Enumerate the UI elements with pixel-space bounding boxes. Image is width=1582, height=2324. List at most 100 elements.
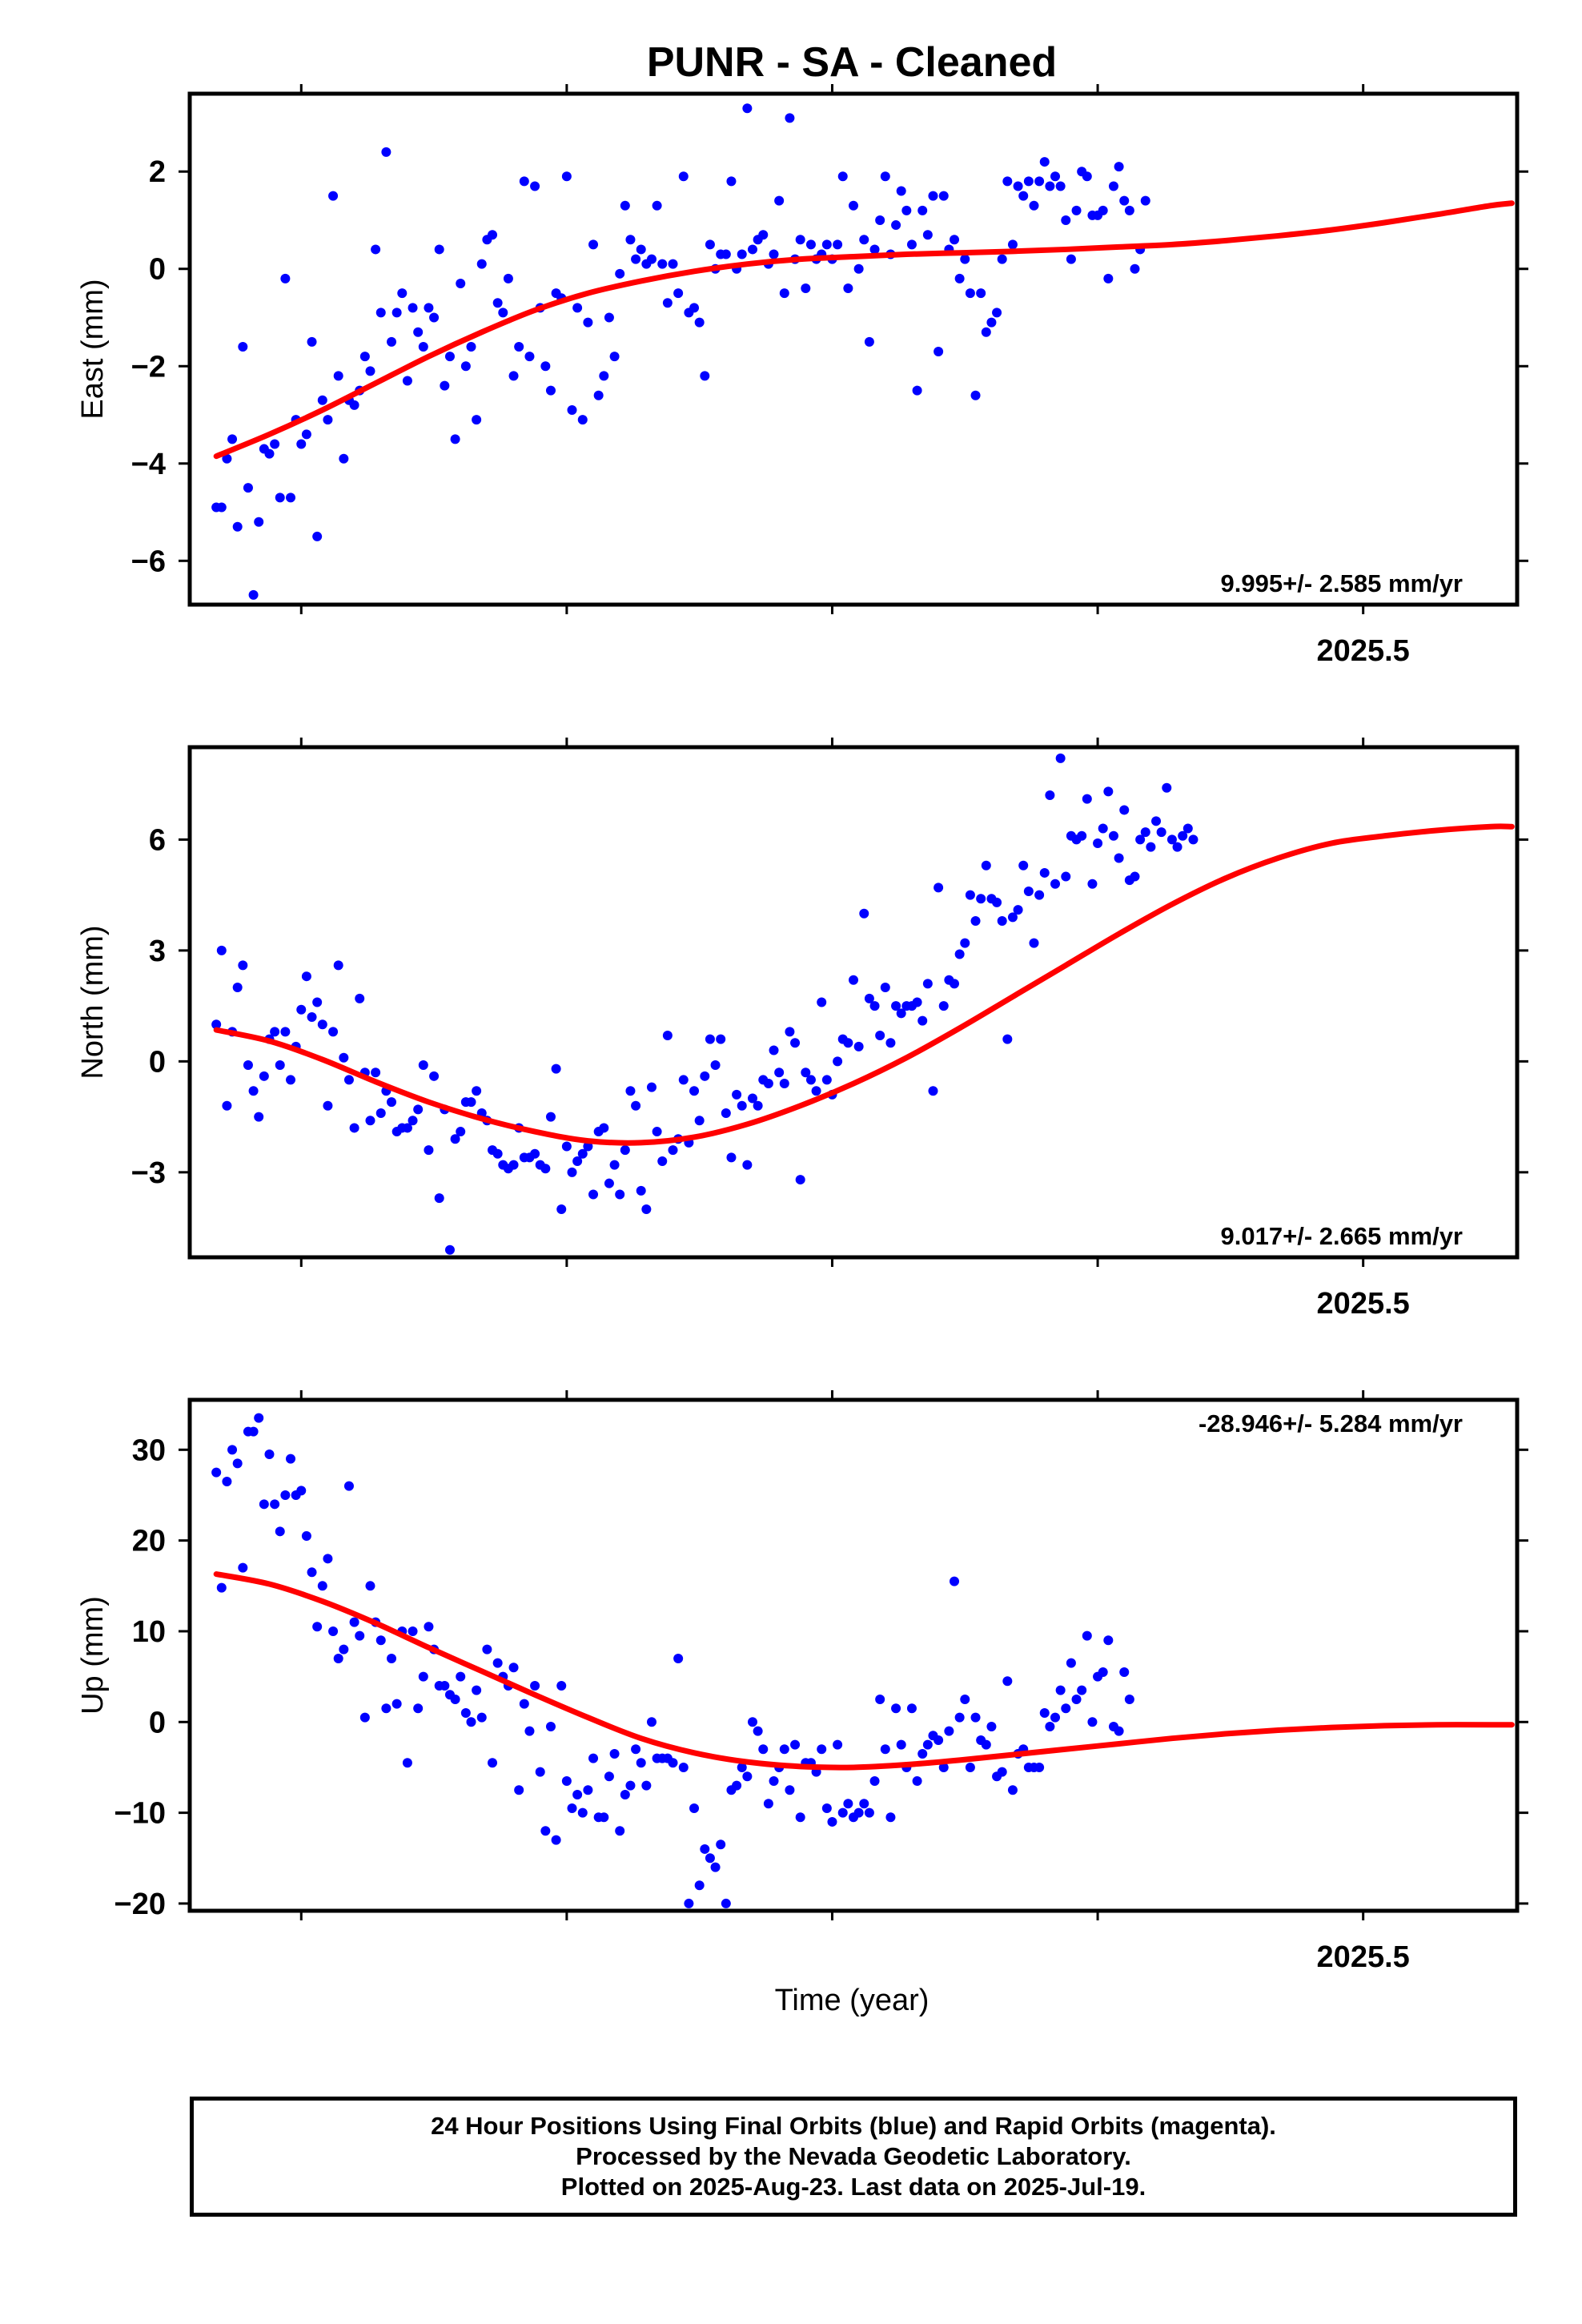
data-point — [508, 371, 519, 381]
y-tick-label: −2 — [131, 350, 166, 384]
data-point — [965, 288, 975, 299]
data-point — [875, 1031, 885, 1041]
data-point — [970, 915, 981, 926]
data-point — [482, 1644, 492, 1655]
data-point — [238, 960, 248, 971]
data-point — [1114, 162, 1124, 172]
data-point — [833, 239, 843, 250]
data-point — [545, 1721, 556, 1731]
data-point — [678, 171, 689, 182]
data-point — [609, 1160, 620, 1170]
data-point — [323, 1100, 333, 1111]
data-point — [620, 1789, 630, 1799]
data-point — [222, 453, 232, 464]
data-point — [577, 1807, 588, 1818]
data-point — [652, 1127, 662, 1137]
data-point — [232, 983, 243, 993]
data-point — [837, 1807, 848, 1818]
data-point — [1146, 842, 1156, 852]
data-point — [710, 1059, 721, 1070]
data-point — [869, 244, 880, 255]
y-tick-label: 30 — [132, 1433, 166, 1467]
data-point — [657, 1156, 668, 1166]
data-point — [333, 1653, 343, 1663]
data-point — [1162, 782, 1172, 793]
data-point — [694, 317, 705, 328]
data-point — [833, 1056, 843, 1067]
data-point — [652, 200, 662, 211]
data-point — [508, 1160, 519, 1170]
data-point — [434, 1193, 444, 1204]
data-point — [737, 1762, 747, 1772]
data-point — [280, 1490, 291, 1500]
data-point — [646, 1717, 656, 1727]
data-point — [821, 239, 832, 250]
y-axis-label: East (mm) — [76, 279, 110, 419]
footer-line: Processed by the Nevada Geodetic Laborat… — [576, 2142, 1131, 2170]
data-point — [960, 1694, 970, 1704]
data-point — [275, 1059, 285, 1070]
data-point — [954, 273, 965, 283]
panel-1: 2025.5 2 0 −2 −4 −6 East (mm) 9.995+/- 2.585 mm… — [76, 84, 1528, 668]
data-point — [296, 1004, 307, 1015]
data-point — [540, 361, 551, 372]
data-point — [769, 249, 779, 259]
data-point — [492, 298, 503, 308]
data-point — [466, 1717, 476, 1727]
data-point — [227, 1445, 238, 1455]
data-point — [843, 283, 853, 294]
data-point — [1093, 838, 1103, 849]
data-point — [779, 288, 789, 299]
data-point — [232, 521, 243, 532]
data-point — [424, 1622, 434, 1632]
y-tick-label: −4 — [131, 448, 166, 481]
data-point — [424, 303, 434, 313]
data-point — [375, 308, 386, 318]
data-point — [716, 1839, 726, 1850]
data-point — [668, 1758, 678, 1768]
data-point — [636, 1185, 646, 1196]
data-point — [880, 983, 890, 993]
data-point — [795, 235, 805, 245]
data-point — [1182, 823, 1193, 834]
data-point — [1002, 1034, 1013, 1044]
data-point — [381, 1703, 391, 1714]
data-point — [254, 1112, 264, 1122]
data-point — [817, 997, 827, 1007]
data-point — [1156, 827, 1166, 838]
data-point — [456, 278, 466, 288]
data-point — [747, 244, 757, 255]
data-point — [375, 1635, 386, 1646]
chart-title: PUNR - SA - Cleaned — [647, 39, 1057, 86]
data-point — [460, 1707, 471, 1718]
data-point — [551, 1835, 561, 1845]
data-point — [413, 327, 424, 337]
data-point — [1135, 834, 1146, 845]
data-point — [726, 176, 737, 187]
data-point — [1055, 1685, 1066, 1695]
data-point — [328, 1626, 339, 1636]
data-point — [270, 439, 280, 449]
data-point — [243, 1059, 253, 1070]
data-point — [492, 1148, 503, 1159]
data-point — [1098, 205, 1108, 215]
data-point — [343, 1075, 354, 1085]
data-point — [1018, 860, 1029, 870]
data-points — [211, 103, 1150, 600]
data-point — [1055, 181, 1066, 191]
data-point — [307, 1011, 317, 1022]
data-point — [323, 1554, 333, 1564]
fit-line — [213, 823, 1515, 1146]
footer-line: 24 Hour Positions Using Final Orbits (bl… — [431, 2112, 1276, 2140]
data-point — [418, 1671, 428, 1682]
data-point — [1007, 1785, 1018, 1795]
data-point — [301, 971, 311, 982]
data-point — [758, 230, 769, 240]
data-point — [1082, 794, 1092, 804]
data-point — [821, 1803, 832, 1813]
data-point — [694, 1880, 705, 1891]
data-point — [1071, 205, 1082, 215]
data-point — [880, 1744, 890, 1755]
data-point — [317, 1019, 327, 1030]
